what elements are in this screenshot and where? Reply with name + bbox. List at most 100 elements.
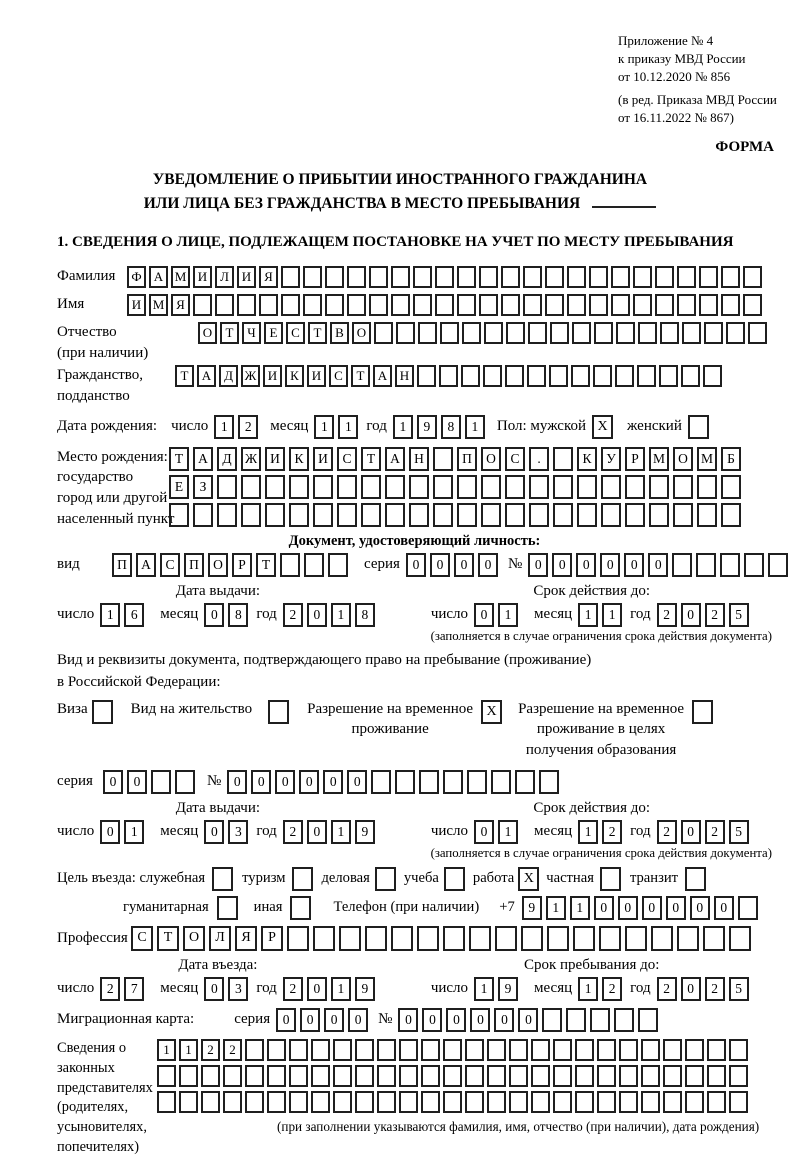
patronymic-cell[interactable] xyxy=(396,321,415,344)
representatives-cell[interactable] xyxy=(245,1090,264,1113)
business-checkbox-cell[interactable] xyxy=(374,866,396,891)
profession-cell[interactable] xyxy=(417,925,439,951)
res-issue-year-cell[interactable]: 2 xyxy=(282,819,303,844)
phone-digit-cell[interactable]: 0 xyxy=(665,895,686,920)
birthplace-cell[interactable] xyxy=(265,502,285,527)
name-cell[interactable] xyxy=(259,293,278,316)
birthplace-cell[interactable] xyxy=(697,502,717,527)
representatives-cell[interactable] xyxy=(201,1090,220,1113)
representatives-cell[interactable] xyxy=(531,1038,550,1061)
citizenship-cell[interactable]: А xyxy=(197,365,216,388)
res-issue-day-cell[interactable]: 1 xyxy=(124,819,145,844)
purpose-official-checkbox-cell[interactable] xyxy=(212,866,234,891)
surname-cell[interactable] xyxy=(435,265,454,288)
representatives-cell[interactable] xyxy=(575,1090,594,1113)
res-number-cell[interactable] xyxy=(515,769,536,794)
res-number-cell[interactable]: 0 xyxy=(251,769,272,794)
surname-cell[interactable] xyxy=(369,265,388,288)
citizenship-cell[interactable]: И xyxy=(307,365,326,388)
res-number-cell[interactable]: 0 xyxy=(347,769,368,794)
birthplace-cell[interactable] xyxy=(385,502,405,527)
representatives-cell[interactable] xyxy=(245,1064,264,1087)
representatives-cell[interactable] xyxy=(179,1090,198,1113)
representatives-cell[interactable] xyxy=(685,1064,704,1087)
doc-type-cell[interactable]: Т xyxy=(256,552,276,577)
birthplace-cell[interactable]: А xyxy=(193,446,213,471)
patronymic-cell[interactable] xyxy=(704,321,723,344)
stay-year-cell[interactable]: 0 xyxy=(680,976,701,1001)
res-valid-month-cell[interactable]: 2 xyxy=(602,819,623,844)
birthplace-cell[interactable] xyxy=(337,502,357,527)
res-issue-month-cell[interactable]: 0 xyxy=(204,819,225,844)
citizenship-cell[interactable]: Н xyxy=(395,365,414,388)
name-cell[interactable] xyxy=(479,293,498,316)
profession-cell[interactable]: О xyxy=(183,925,205,951)
birthplace-cell[interactable] xyxy=(505,502,525,527)
temp-residence-edu-checkbox-cell[interactable] xyxy=(692,699,714,724)
birthplace-cell[interactable]: С xyxy=(337,446,357,471)
representatives-cell[interactable] xyxy=(553,1064,572,1087)
res-valid-year-cell[interactable]: 2 xyxy=(656,819,677,844)
mig-number-cell[interactable] xyxy=(590,1007,611,1032)
phone-digit-cell[interactable]: 0 xyxy=(617,895,638,920)
representatives-cell[interactable] xyxy=(641,1064,660,1087)
representatives-cell[interactable] xyxy=(157,1064,176,1087)
name-cell[interactable] xyxy=(303,293,322,316)
profession-cell[interactable] xyxy=(573,925,595,951)
citizenship-cell[interactable] xyxy=(483,365,502,388)
name-cell[interactable] xyxy=(391,293,410,316)
representatives-cell[interactable] xyxy=(619,1064,638,1087)
id-valid-month-cell[interactable]: 1 xyxy=(602,602,623,627)
patronymic-cell[interactable] xyxy=(748,321,767,344)
birthplace-cell[interactable] xyxy=(409,502,429,527)
mig-number-cell[interactable]: 0 xyxy=(446,1007,467,1032)
birthplace-cell[interactable] xyxy=(721,502,741,527)
representatives-cell[interactable] xyxy=(487,1090,506,1113)
doc-number-cell[interactable] xyxy=(768,552,789,577)
doc-type-cell[interactable] xyxy=(328,552,348,577)
patronymic-cell[interactable]: В xyxy=(330,321,349,344)
representatives-cell[interactable] xyxy=(399,1064,418,1087)
doc-type-cell[interactable]: А xyxy=(136,552,156,577)
name-cell[interactable]: Я xyxy=(171,293,190,316)
profession-cell[interactable]: С xyxy=(131,925,153,951)
res-valid-month-cell[interactable]: 1 xyxy=(578,819,599,844)
tourism-checkbox-cell[interactable] xyxy=(291,866,313,891)
id-valid-year-cell[interactable]: 5 xyxy=(728,602,749,627)
doc-type-cell[interactable] xyxy=(280,552,300,577)
id-valid-day-cell[interactable]: 0 xyxy=(474,602,495,627)
name-cell[interactable] xyxy=(633,293,652,316)
birthplace-cell[interactable] xyxy=(553,474,573,499)
birthplace-cell[interactable] xyxy=(601,474,621,499)
profession-cell[interactable] xyxy=(443,925,465,951)
stay-day-cell[interactable]: 1 xyxy=(474,976,495,1001)
birthplace-cell[interactable] xyxy=(481,502,501,527)
patronymic-cell[interactable] xyxy=(660,321,679,344)
representatives-cell[interactable] xyxy=(729,1090,748,1113)
birthplace-cell[interactable]: Н xyxy=(409,446,429,471)
doc-number-cell[interactable]: 0 xyxy=(648,552,669,577)
representatives-cell[interactable] xyxy=(421,1064,440,1087)
representatives-cell[interactable] xyxy=(663,1038,682,1061)
humanitarian-checkbox-cell[interactable] xyxy=(216,895,238,920)
birthplace-cell[interactable] xyxy=(241,502,261,527)
profession-cell[interactable]: Т xyxy=(157,925,179,951)
res-number-cell[interactable] xyxy=(539,769,560,794)
representatives-cell[interactable] xyxy=(663,1064,682,1087)
representatives-cell[interactable] xyxy=(421,1038,440,1061)
doc-series-cell[interactable]: 0 xyxy=(405,552,426,577)
patronymic-cell[interactable] xyxy=(616,321,635,344)
citizenship-cell[interactable]: Т xyxy=(175,365,194,388)
surname-cell[interactable] xyxy=(721,265,740,288)
citizenship-cell[interactable]: С xyxy=(329,365,348,388)
entry-year-cell[interactable]: 9 xyxy=(354,976,375,1001)
stay-year-cell[interactable]: 5 xyxy=(728,976,749,1001)
representatives-cell[interactable] xyxy=(619,1090,638,1113)
name-cell[interactable] xyxy=(611,293,630,316)
representatives-cell[interactable] xyxy=(179,1064,198,1087)
surname-cell[interactable] xyxy=(699,265,718,288)
entry-year-cell[interactable]: 2 xyxy=(282,976,303,1001)
res-issue-year-cell[interactable]: 0 xyxy=(306,819,327,844)
name-cell[interactable]: М xyxy=(149,293,168,316)
mig-number-cell[interactable]: 0 xyxy=(518,1007,539,1032)
